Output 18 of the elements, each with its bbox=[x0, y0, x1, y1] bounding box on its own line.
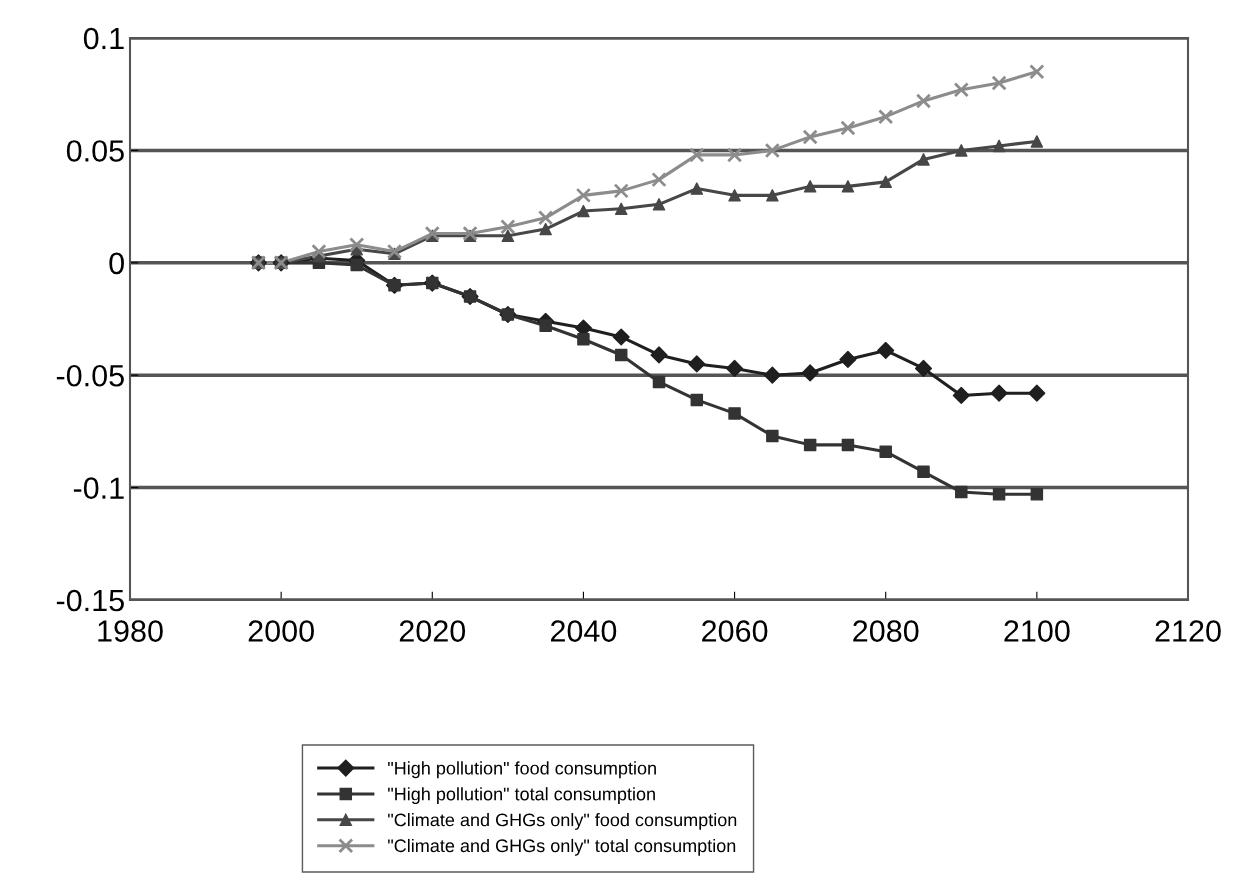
x-tick-label: 2000 bbox=[248, 620, 314, 642]
legend-label: "High pollution" total consumption bbox=[388, 787, 655, 804]
y-tick-label: -0.05 bbox=[56, 364, 124, 387]
x-tick-label: 2060 bbox=[702, 620, 768, 642]
y-tick-label: 0.05 bbox=[66, 140, 124, 162]
x-tick-label: 2020 bbox=[399, 620, 466, 642]
legend-label: "High pollution" food consumption bbox=[388, 761, 656, 779]
x-tick-label: 2120 bbox=[1155, 620, 1221, 642]
y-tick-label: -0.15 bbox=[56, 589, 124, 612]
x-tick-label: 2040 bbox=[550, 620, 617, 642]
y-tick-label: 0 bbox=[109, 252, 124, 275]
y-tick-label: 0.1 bbox=[83, 27, 124, 50]
legend-label: "Climate and GHGs only" total consumption bbox=[388, 838, 736, 856]
x-tick-label: 2100 bbox=[1004, 620, 1070, 642]
x-tick-label: 2080 bbox=[853, 620, 919, 642]
y-tick-label: -0.1 bbox=[73, 477, 124, 499]
x-tick-label: 1980 bbox=[98, 620, 163, 642]
legend-label: "Climate and GHGs only" food consumption bbox=[388, 813, 737, 830]
